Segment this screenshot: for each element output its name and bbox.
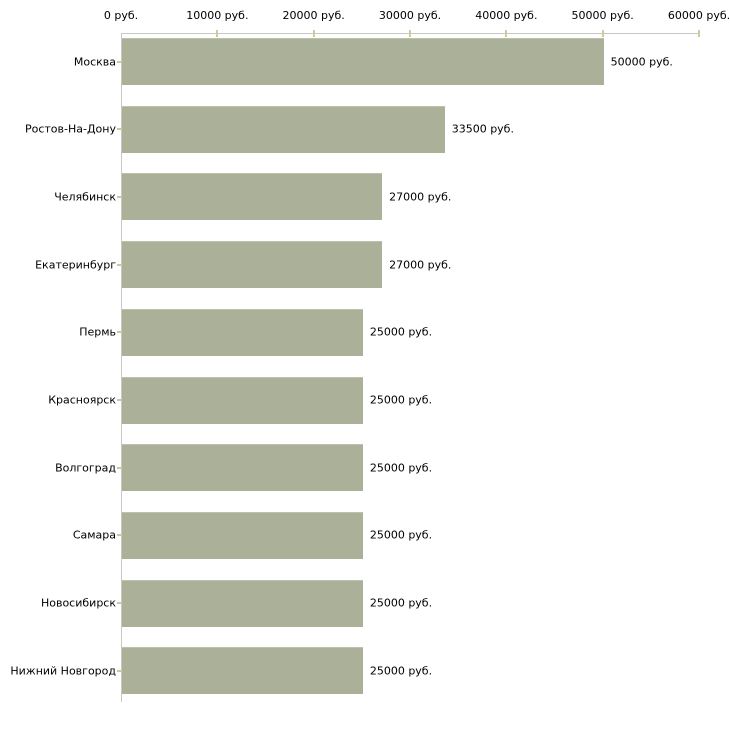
category-label: Новосибирск bbox=[40, 596, 116, 610]
value-label: 50000 руб. bbox=[610, 55, 673, 68]
category-tick-mark bbox=[117, 669, 121, 672]
bar-row: Самара 25000 руб. bbox=[0, 511, 730, 559]
bar bbox=[122, 173, 383, 221]
bar-row: Челябинск 27000 руб. bbox=[0, 173, 730, 221]
category-label: Челябинск bbox=[54, 190, 116, 204]
value-label: 27000 руб. bbox=[389, 190, 452, 204]
bar-row: Ростов-На-Дону 33500 руб. bbox=[0, 105, 730, 153]
value-label: 27000 руб. bbox=[389, 258, 452, 272]
bar bbox=[122, 38, 604, 85]
x-axis-tick-label: 50000 руб. bbox=[571, 9, 634, 22]
category-label: Екатеринбург bbox=[35, 258, 116, 272]
bar bbox=[122, 105, 445, 153]
bar-row: Красноярск 25000 руб. bbox=[0, 376, 730, 424]
category-label: Нижний Новгород bbox=[10, 664, 116, 678]
category-tick-mark bbox=[117, 60, 121, 63]
value-label: 33500 руб. bbox=[451, 122, 514, 136]
x-axis-tick bbox=[505, 30, 508, 37]
bar-row: Екатеринбург 27000 руб. bbox=[0, 241, 730, 289]
category-label: Красноярск bbox=[48, 393, 116, 407]
value-label: 25000 руб. bbox=[369, 325, 433, 339]
category-tick-mark bbox=[117, 331, 121, 334]
bar-row: Нижний Новгород 25000 руб. bbox=[0, 647, 730, 695]
category-tick-mark bbox=[117, 602, 121, 605]
category-label: Пермь bbox=[79, 325, 116, 339]
value-label: 25000 руб. bbox=[369, 664, 433, 678]
x-axis-tick bbox=[409, 30, 411, 37]
category-label: Самара bbox=[72, 528, 116, 542]
x-axis-tick bbox=[216, 30, 219, 37]
x-axis-tick bbox=[601, 30, 604, 37]
x-axis-tick-label: 10000 руб. bbox=[186, 9, 249, 22]
category-label: Ростов-На-Дону bbox=[24, 122, 116, 136]
bar bbox=[122, 579, 363, 627]
bar-row: Волгоград 25000 руб. bbox=[0, 444, 730, 492]
bar bbox=[122, 376, 363, 424]
category-tick-mark bbox=[117, 263, 121, 266]
bar bbox=[122, 308, 363, 356]
category-label: Москва bbox=[73, 55, 116, 68]
value-label: 25000 руб. bbox=[369, 461, 433, 475]
value-label: 25000 руб. bbox=[369, 528, 433, 542]
x-axis-tick-label: 40000 руб. bbox=[475, 9, 538, 22]
bar bbox=[122, 241, 383, 289]
bar-row: Новосибирск 25000 руб. bbox=[0, 579, 730, 627]
category-tick-mark bbox=[117, 534, 121, 537]
category-tick-mark bbox=[117, 399, 121, 401]
category-label: Волгоград bbox=[55, 461, 116, 475]
x-axis-tick-label: 30000 руб. bbox=[378, 9, 442, 22]
category-tick-mark bbox=[117, 195, 121, 198]
bar-row: Москва 50000 руб. bbox=[0, 38, 730, 85]
value-label: 25000 руб. bbox=[369, 596, 433, 610]
x-axis-tick bbox=[698, 30, 700, 37]
bar bbox=[122, 647, 363, 695]
bar bbox=[122, 444, 363, 492]
category-tick-mark bbox=[117, 128, 121, 131]
y-axis-line bbox=[121, 33, 122, 702]
bar bbox=[122, 511, 363, 559]
x-axis-tick-label: 0 руб. bbox=[103, 9, 139, 22]
x-axis-tick-label: 60000 руб. bbox=[667, 9, 730, 22]
category-tick-mark bbox=[117, 466, 121, 469]
x-axis-tick bbox=[312, 30, 315, 37]
x-axis-tick-label: 20000 руб. bbox=[282, 9, 345, 22]
bar-row: Пермь 25000 руб. bbox=[0, 308, 730, 356]
value-label: 25000 руб. bbox=[369, 393, 433, 407]
